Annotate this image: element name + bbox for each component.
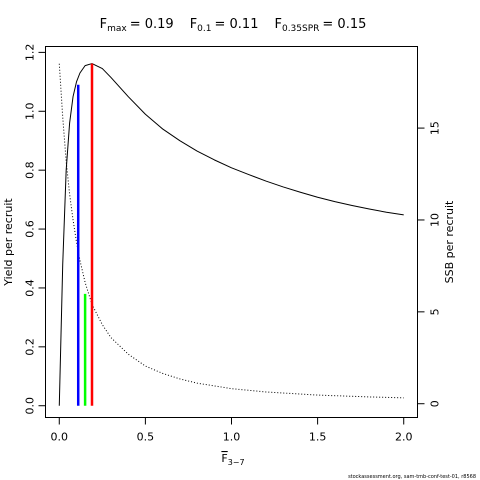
title-part-0-sub: max	[107, 24, 127, 34]
x-tick-label-3: 1.5	[309, 431, 327, 444]
y-right-tick-label-0: 0	[429, 400, 442, 407]
y-left-tick-label-2: 0.4	[24, 279, 37, 297]
y-axis-right-title: SSB per recruit	[443, 200, 456, 283]
y-left-tick-label-6: 1.2	[24, 44, 37, 62]
chart-title: Fmax = 0.19 F0.1 = 0.11 F0.35SPR = 0.15	[100, 17, 367, 34]
y-left-tick-label-3: 0.6	[24, 220, 37, 238]
y-right-tick-label-1: 5	[429, 308, 442, 315]
x-tick-label-4: 2.0	[395, 431, 413, 444]
title-part-2-value: = 0.15	[322, 17, 366, 32]
title-part-2-sub: 0.35SPR	[282, 24, 319, 34]
series-line-yield-per-recruit	[58, 63, 404, 406]
credit-text: stockassessment.org, sam-tmb-conf-test-0…	[348, 474, 476, 480]
x-tick-label-1: 0.5	[137, 431, 155, 444]
title-part-0: F	[100, 17, 107, 32]
y-left-tick-label-0: 0.0	[24, 397, 37, 415]
y-right-tick-label-2: 10	[429, 213, 442, 227]
title-part-1: F	[190, 17, 197, 32]
y-right-tick-label-3: 15	[429, 121, 442, 135]
title-part-0-value: = 0.19	[130, 17, 174, 32]
y-left-tick-label-1: 0.2	[24, 338, 37, 356]
y-axis-right: 0 5 10 15	[417, 121, 442, 407]
x-axis-title-main: F	[221, 452, 227, 465]
title-part-1-sub: 0.1	[197, 24, 211, 34]
reference-lines	[76, 63, 94, 406]
y-axis-left-title: Yield per recruit	[2, 198, 15, 287]
x-axis: 0.0 0.5 1.0 1.5 2.0	[51, 417, 413, 444]
x-tick-label-2: 1.0	[223, 431, 241, 444]
y-left-tick-label-4: 0.8	[24, 161, 37, 179]
x-axis-title-sub: 3−7	[228, 458, 245, 467]
series-layer	[58, 63, 404, 406]
title-part-1-value: = 0.11	[215, 17, 259, 32]
y-left-tick-label-5: 1.0	[24, 103, 37, 121]
x-tick-label-0: 0.0	[51, 431, 69, 444]
x-axis-title: F3−7	[221, 452, 244, 467]
y-axis-left: 0.0 0.2 0.4 0.6 0.8 1.0 1.2	[24, 44, 46, 415]
title-part-2: F	[274, 17, 281, 32]
